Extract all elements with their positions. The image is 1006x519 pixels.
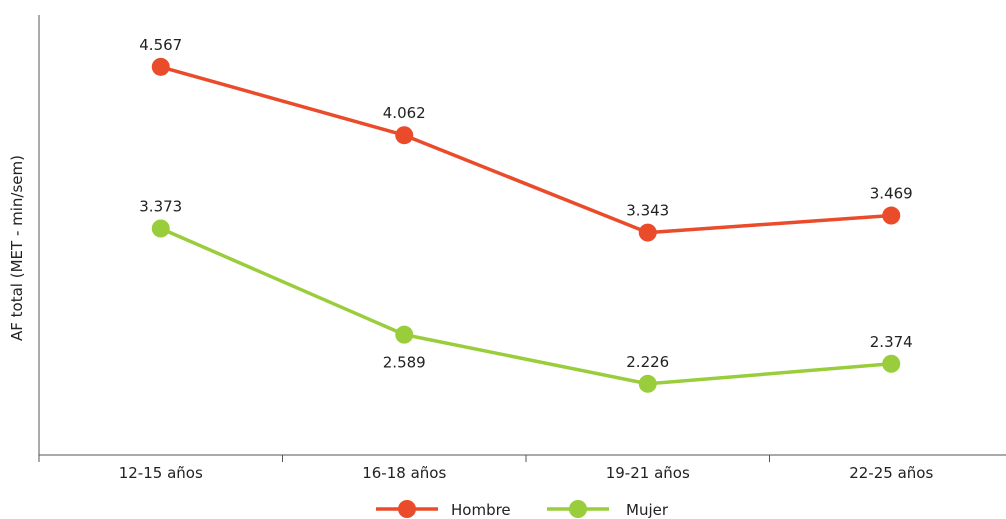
- series-line-mujer: [159, 226, 894, 386]
- data-labels: 4.567 4.062 3.343 3.469 3.373 2.589 2.226 2.374: [139, 36, 912, 372]
- data-point-hombre: [638, 223, 657, 242]
- data-label-mujer: 3.373: [139, 198, 182, 216]
- data-label-mujer: 2.589: [383, 354, 426, 372]
- x-tick-label: 12-15 años: [119, 464, 203, 482]
- data-point-hombre: [882, 206, 901, 225]
- chart-axes: 12-15 años 16-18 años 19-21 años 22-25 años…: [8, 15, 1006, 482]
- x-tick-label: 22-25 años: [849, 464, 933, 482]
- data-label-hombre: 3.469: [870, 185, 913, 203]
- legend-label-hombre: Hombre: [451, 501, 511, 519]
- data-point-mujer: [638, 374, 657, 393]
- x-tick-label: 16-18 años: [362, 464, 446, 482]
- data-label-mujer: 2.374: [870, 333, 913, 351]
- y-axis-label: AF total (MET - min/sem): [8, 155, 26, 341]
- legend: Hombre Mujer: [376, 500, 669, 519]
- data-point-mujer: [882, 354, 901, 373]
- legend-marker-mujer: [569, 500, 587, 518]
- series-line-hombre: [159, 65, 894, 235]
- data-label-hombre: 4.567: [139, 36, 182, 54]
- data-point-hombre: [395, 126, 414, 145]
- data-point-mujer: [151, 219, 170, 238]
- legend-marker-hombre: [398, 500, 416, 518]
- data-point-mujer: [395, 325, 414, 344]
- data-label-hombre: 3.343: [626, 202, 669, 220]
- x-tick-label: 19-21 años: [606, 464, 690, 482]
- data-point-hombre: [151, 57, 170, 76]
- legend-label-mujer: Mujer: [626, 501, 669, 519]
- data-label-hombre: 4.062: [383, 104, 426, 122]
- data-label-mujer: 2.226: [626, 353, 669, 371]
- plot-area: [151, 57, 901, 393]
